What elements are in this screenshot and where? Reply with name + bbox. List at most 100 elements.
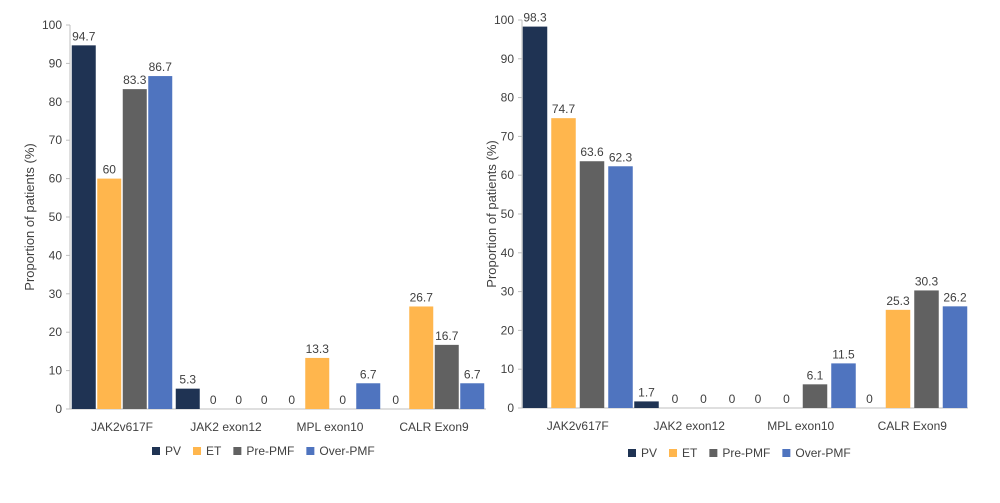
- data-label-et-4: 25.3: [886, 294, 910, 308]
- y-tick-label: 60: [49, 172, 63, 186]
- bar-pv-2: [634, 401, 659, 408]
- legend-label-et: ET: [682, 446, 698, 460]
- data-label-over-pmf-2: 0: [261, 393, 268, 407]
- y-axis-title: Proportion of patients (%): [22, 143, 37, 290]
- y-tick-label: 40: [501, 246, 515, 260]
- legend-swatch-over-pmf: [306, 447, 315, 455]
- bar-et-1: [551, 118, 576, 408]
- chart-2: 0 10 20 30 40 50 60 70 80 90 100 Proportion of pati…: [484, 11, 968, 460]
- data-label-pre-pmf-1: 63.6: [580, 145, 604, 159]
- data-label-et-1: 60: [103, 163, 117, 177]
- y-tick-label: 90: [49, 56, 63, 70]
- data-label-pv-3: 0: [288, 393, 295, 407]
- y-tick-label: 70: [501, 129, 515, 143]
- bar-pv-1: [522, 26, 548, 408]
- y-tick-label: 50: [49, 210, 63, 224]
- y-tick-label: 0: [507, 401, 514, 415]
- y-tick-label: 90: [501, 52, 515, 66]
- x-category-label: MPL exon10: [297, 420, 364, 434]
- x-category-label: MPL exon10: [767, 419, 834, 433]
- bar-over-pmf-1: [608, 166, 633, 408]
- data-label-et-2: 0: [210, 393, 217, 407]
- bar-over-pmf-4: [942, 306, 968, 408]
- legend-label-over-pmf: Over-PMF: [795, 446, 850, 460]
- data-label-pv-1: 98.3: [523, 11, 547, 25]
- data-label-over-pmf-1: 86.7: [149, 60, 173, 74]
- data-label-over-pmf-3: 6.7: [360, 367, 377, 381]
- data-label-pre-pmf-4: 30.3: [915, 274, 939, 288]
- data-label-over-pmf-3: 11.5: [832, 347, 855, 361]
- data-label-et-1: 74.7: [552, 102, 576, 116]
- x-category-label: JAK2v617F: [547, 419, 609, 433]
- legend-label-pre-pmf: Pre-PMF: [246, 444, 294, 458]
- bar-pre-pmf-3: [802, 384, 828, 408]
- bar-et-4: [409, 306, 434, 409]
- data-label-pre-pmf-2: 0: [700, 392, 707, 406]
- bar-over-pmf-3: [356, 383, 381, 409]
- data-label-over-pmf-1: 62.3: [609, 150, 633, 164]
- data-label-over-pmf-4: 26.2: [943, 290, 967, 304]
- data-label-et-3: 0: [783, 392, 790, 406]
- data-label-et-3: 13.3: [306, 342, 330, 356]
- bar-over-pmf-3: [831, 363, 856, 408]
- y-tick-label: 20: [49, 325, 63, 339]
- legend-label-pre-pmf: Pre-PMF: [722, 446, 770, 460]
- legend-label-pv: PV: [641, 446, 657, 460]
- bar-et-3: [305, 357, 330, 409]
- data-label-pv-3: 0: [755, 392, 762, 406]
- x-category-label: JAK2 exon12: [654, 419, 726, 433]
- y-tick-label: 20: [501, 323, 515, 337]
- bar-et-1: [97, 178, 122, 409]
- data-label-pv-4: 0: [866, 392, 873, 406]
- x-category-label: JAK2v617F: [91, 420, 153, 434]
- y-tick-label: 60: [501, 168, 515, 182]
- data-label-pv-1: 94.7: [72, 29, 96, 43]
- data-label-et-4: 26.7: [410, 290, 434, 304]
- data-label-over-pmf-2: 0: [729, 392, 736, 406]
- y-tick-label: 0: [55, 402, 62, 416]
- legend-label-et: ET: [206, 444, 222, 458]
- bar-pre-pmf-4: [914, 290, 939, 408]
- bar-over-pmf-4: [460, 383, 485, 409]
- data-label-over-pmf-4: 6.7: [464, 367, 481, 381]
- y-tick-label: 10: [501, 362, 515, 376]
- x-category-label: JAK2 exon12: [190, 420, 262, 434]
- y-tick-label: 40: [49, 248, 63, 262]
- y-tick-label: 30: [49, 287, 63, 301]
- y-tick-label: 70: [49, 133, 63, 147]
- y-tick-label: 10: [49, 364, 63, 378]
- chart-1: 0 10 20 30 40 50 60 70 80 90 100 Proportion of pati…: [22, 18, 486, 458]
- legend-swatch-pre-pmf: [709, 449, 718, 457]
- bar-over-pmf-1: [148, 76, 173, 410]
- legend-label-over-pmf: Over-PMF: [319, 444, 374, 458]
- x-category-label: CALR Exon9: [399, 420, 469, 434]
- bar-pre-pmf-1: [122, 89, 147, 410]
- y-tick-label: 100: [494, 13, 514, 27]
- data-label-et-2: 0: [672, 392, 679, 406]
- bar-pre-pmf-4: [434, 344, 459, 409]
- x-category-label: CALR Exon9: [878, 419, 948, 433]
- data-label-pv-4: 0: [392, 393, 399, 407]
- y-axis-title: Proportion of patients (%): [484, 140, 499, 287]
- legend-swatch-pre-pmf: [233, 447, 242, 455]
- data-label-pre-pmf-4: 16.7: [435, 329, 459, 343]
- bar-pv-1: [71, 45, 96, 410]
- y-tick-label: 100: [42, 18, 62, 32]
- y-tick-label: 30: [501, 285, 515, 299]
- legend-swatch-et: [669, 449, 678, 457]
- y-tick-label: 80: [49, 95, 63, 109]
- legend-swatch-over-pmf: [782, 449, 791, 457]
- data-label-pv-2: 5.3: [179, 373, 196, 387]
- data-label-pre-pmf-3: 0: [339, 393, 346, 407]
- bar-pv-2: [175, 388, 200, 409]
- bar-et-4: [885, 309, 911, 408]
- data-label-pv-2: 1.7: [638, 385, 655, 399]
- legend-label-pv: PV: [165, 444, 181, 458]
- legend-swatch-pv: [628, 449, 636, 457]
- y-tick-label: 50: [501, 207, 515, 221]
- data-label-pre-pmf-3: 6.1: [807, 368, 824, 382]
- data-label-pre-pmf-1: 83.3: [123, 73, 147, 87]
- data-label-pre-pmf-2: 0: [235, 393, 242, 407]
